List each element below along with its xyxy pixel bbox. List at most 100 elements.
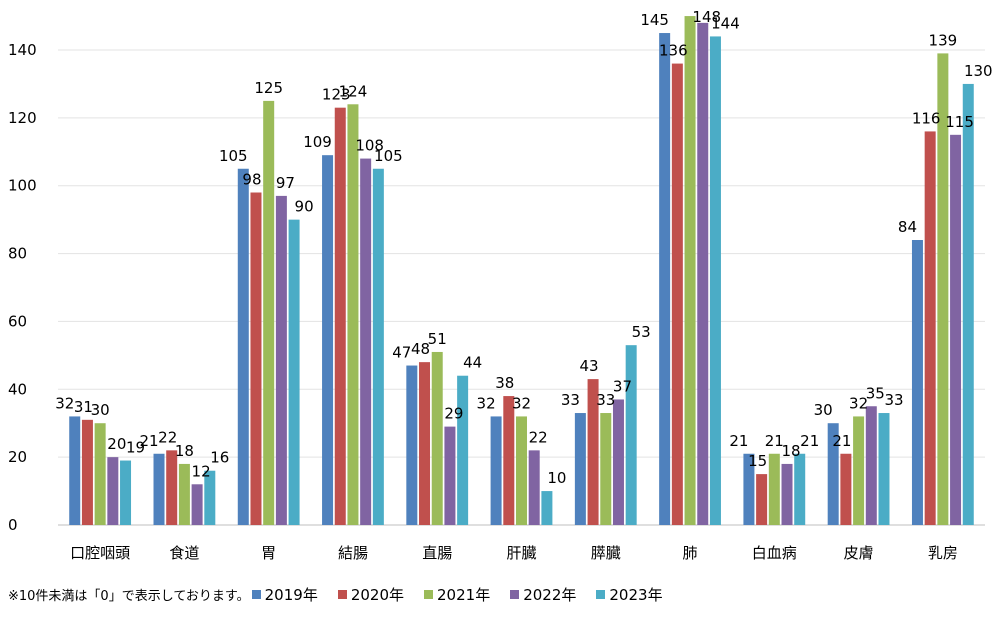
legend-item: 2020年 xyxy=(337,584,405,605)
legend-item: 2022年 xyxy=(510,584,576,605)
bar xyxy=(431,351,443,525)
data-label: 33 xyxy=(561,391,580,409)
data-label: 115 xyxy=(945,113,974,131)
data-label: 43 xyxy=(580,357,599,375)
y-tick-label: 20 xyxy=(8,448,27,466)
data-label: 97 xyxy=(276,174,295,192)
bar xyxy=(911,240,923,525)
data-label: 108 xyxy=(355,137,384,155)
data-label: 38 xyxy=(495,374,514,392)
bar xyxy=(153,453,165,525)
bar xyxy=(528,450,540,525)
y-tick-label: 80 xyxy=(8,245,27,263)
chart-footer: ※10件未満は「0」で表示しております。 2019年 2020年 2021年 2022… xyxy=(8,582,683,606)
data-label: 33 xyxy=(884,391,903,409)
bar xyxy=(372,168,384,525)
category-label: 皮膚 xyxy=(844,544,874,562)
bar xyxy=(490,416,502,525)
category-label: 胃 xyxy=(261,544,276,562)
legend-swatch xyxy=(251,589,261,599)
data-label: 32 xyxy=(512,394,531,412)
bar xyxy=(840,453,852,525)
bar xyxy=(794,453,806,525)
category-label: 結腸 xyxy=(338,544,368,562)
bar xyxy=(406,365,418,525)
bar xyxy=(288,219,300,525)
bar xyxy=(191,484,203,525)
data-label: 22 xyxy=(158,428,177,446)
category-label: 肺 xyxy=(683,544,698,562)
data-label: 116 xyxy=(912,109,941,127)
bar xyxy=(924,131,936,525)
data-label: 105 xyxy=(219,147,248,165)
bar xyxy=(659,33,671,526)
legend: 2019年 2020年 2021年 2022年 2023年 xyxy=(251,584,683,605)
data-label: 18 xyxy=(781,442,800,460)
bar xyxy=(878,413,890,525)
data-label: 31 xyxy=(74,398,93,416)
legend-label: 2019年 xyxy=(264,585,318,604)
data-label: 22 xyxy=(529,428,548,446)
bar xyxy=(743,453,755,525)
data-label: 33 xyxy=(596,391,615,409)
data-label: 19 xyxy=(126,439,145,457)
data-label: 145 xyxy=(640,11,669,29)
bar xyxy=(419,362,431,525)
data-label: 105 xyxy=(374,147,403,165)
category-label: 直腸 xyxy=(422,544,452,562)
bar xyxy=(166,450,178,525)
legend-item: 2021年 xyxy=(424,584,490,605)
y-tick-label: 120 xyxy=(8,109,37,127)
bar xyxy=(120,460,132,525)
data-label: 21 xyxy=(800,432,819,450)
bar xyxy=(600,413,612,525)
bar xyxy=(457,375,469,525)
bar xyxy=(503,396,515,525)
data-label: 29 xyxy=(444,405,463,423)
bar xyxy=(684,16,696,525)
y-tick-label: 0 xyxy=(8,516,18,534)
category-label: 白血病 xyxy=(752,544,797,562)
data-label: 32 xyxy=(55,394,74,412)
bar xyxy=(69,416,81,525)
bar xyxy=(360,158,372,526)
footnote: ※10件未満は「0」で表示しております。 xyxy=(8,588,250,604)
legend-swatch xyxy=(510,589,520,599)
data-label: 139 xyxy=(929,31,958,49)
data-label: 84 xyxy=(898,218,917,236)
bar xyxy=(587,379,599,525)
data-label: 21 xyxy=(729,432,748,450)
legend-label: 2021年 xyxy=(437,585,491,604)
bar xyxy=(625,345,637,525)
bar xyxy=(853,416,865,525)
data-label: 90 xyxy=(295,198,314,216)
bar xyxy=(107,457,119,525)
bar xyxy=(516,416,527,525)
legend-label: 2022年 xyxy=(523,585,577,604)
data-label: 35 xyxy=(866,384,885,402)
bar xyxy=(671,63,683,525)
bar xyxy=(275,195,287,525)
bar xyxy=(574,413,586,525)
data-label: 10 xyxy=(547,469,566,487)
category-label: 肝臓 xyxy=(506,544,536,562)
data-label: 51 xyxy=(428,330,447,348)
legend-swatch xyxy=(424,589,434,599)
data-label: 32 xyxy=(477,394,496,412)
legend-item: 2019年 xyxy=(251,584,318,605)
data-label: 30 xyxy=(91,401,110,419)
y-tick-label: 140 xyxy=(8,41,37,59)
legend-label: 2020年 xyxy=(350,585,405,604)
data-label: 148 xyxy=(692,8,721,26)
data-label: 12 xyxy=(192,462,211,480)
bar xyxy=(865,406,877,525)
data-label: 20 xyxy=(107,435,126,453)
data-label: 21 xyxy=(765,432,784,450)
data-label: 124 xyxy=(339,82,368,100)
data-label: 125 xyxy=(254,79,283,97)
legend-swatch xyxy=(596,589,606,599)
bar xyxy=(263,100,275,526)
legend-label: 2023年 xyxy=(609,585,663,604)
bar xyxy=(962,83,974,525)
